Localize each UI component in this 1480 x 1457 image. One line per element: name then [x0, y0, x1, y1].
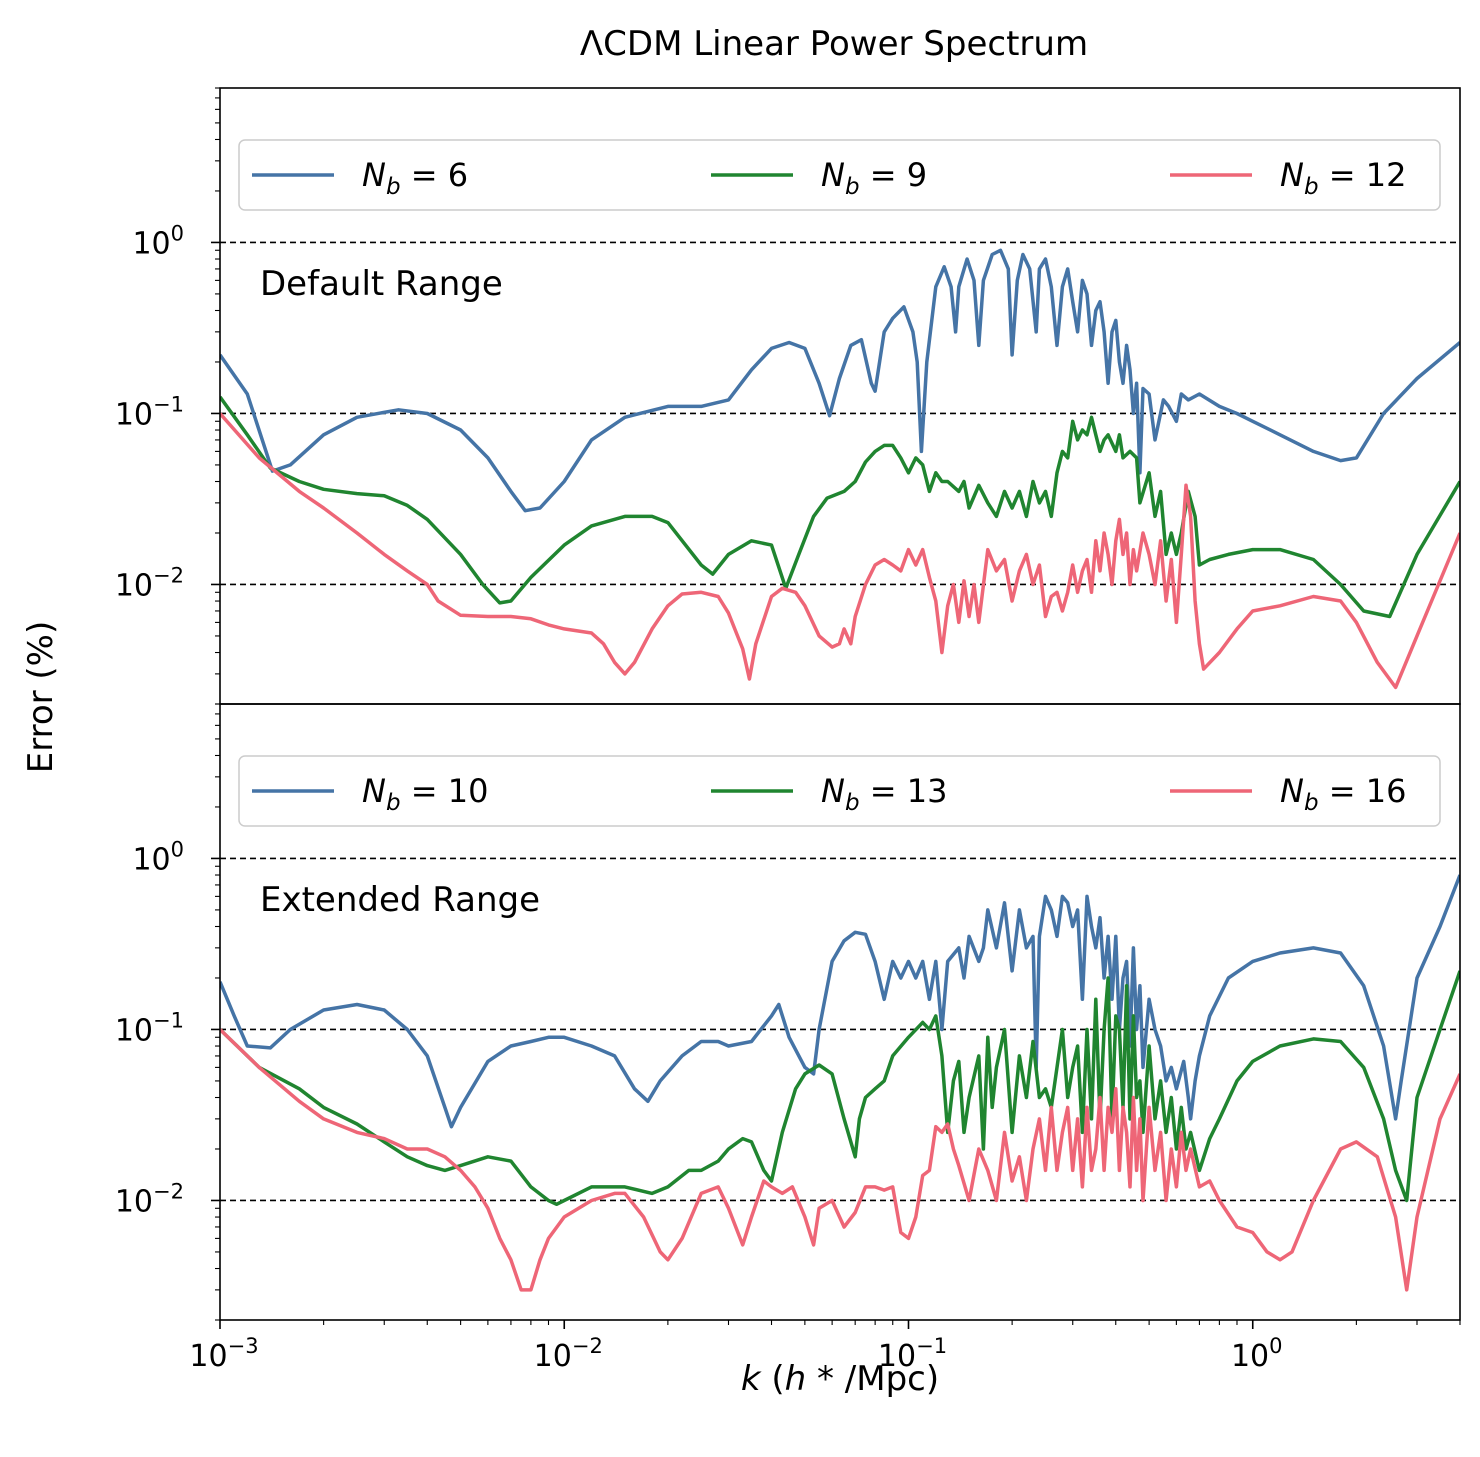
series-line — [220, 248, 1460, 513]
legend-label: Nb = 6 — [362, 156, 468, 200]
legend-bottom: Nb = 10 Nb = 13 Nb = 16 — [238, 755, 1441, 827]
legend-box — [238, 755, 1441, 827]
series-group-top — [220, 248, 1460, 690]
panel-annotation-default: Default Range — [260, 264, 503, 304]
y-tick-label: 100 — [132, 221, 184, 261]
series-line — [220, 412, 1460, 690]
legend-box — [238, 139, 1441, 211]
series-line — [220, 874, 1460, 1129]
x-tick-label: 10−2 — [534, 1334, 603, 1374]
x-tick-label: 10−1 — [878, 1334, 947, 1374]
series-line — [220, 970, 1460, 1207]
legend-label: Nb = 9 — [821, 156, 927, 200]
series-group-bottom — [220, 874, 1460, 1292]
x-tick-label: 10−3 — [189, 1334, 258, 1374]
y-tick-label: 10−2 — [115, 563, 184, 603]
reference-lines-bottom — [220, 857, 1460, 1202]
y-tick-label: 10−1 — [115, 1008, 184, 1048]
axes-frame-bottom — [219, 703, 1461, 1321]
y-tick-label: 10−1 — [115, 392, 184, 432]
series-line — [220, 395, 1460, 619]
legend-label: Nb = 13 — [821, 772, 947, 816]
legend-label: Nb = 10 — [362, 772, 488, 816]
legend-label: Nb = 12 — [1280, 156, 1406, 200]
reference-lines-top — [220, 241, 1460, 586]
x-ticks: 10−3 10−2 10−1 100 — [189, 1320, 1461, 1374]
x-tick-label: 100 — [1231, 1334, 1283, 1374]
legend-label: Nb = 16 — [1280, 772, 1406, 816]
panel-annotation-extended: Extended Range — [260, 880, 540, 920]
legend-top: Nb = 6 Nb = 9 Nb = 12 — [238, 139, 1441, 211]
series-line — [220, 1028, 1460, 1292]
y-tick-label: 100 — [132, 837, 184, 877]
y-tick-label: 10−2 — [115, 1179, 184, 1219]
chart-title: ΛCDM Linear Power Spectrum — [580, 24, 1088, 64]
x-axis-label: k (h * /Mpc) — [741, 1359, 939, 1399]
y-axis-label: Error (%) — [21, 621, 61, 774]
y-ticks-top: 100 10−1 10−2 — [115, 87, 220, 705]
y-ticks-bottom: 100 10−1 10−2 — [115, 703, 220, 1321]
